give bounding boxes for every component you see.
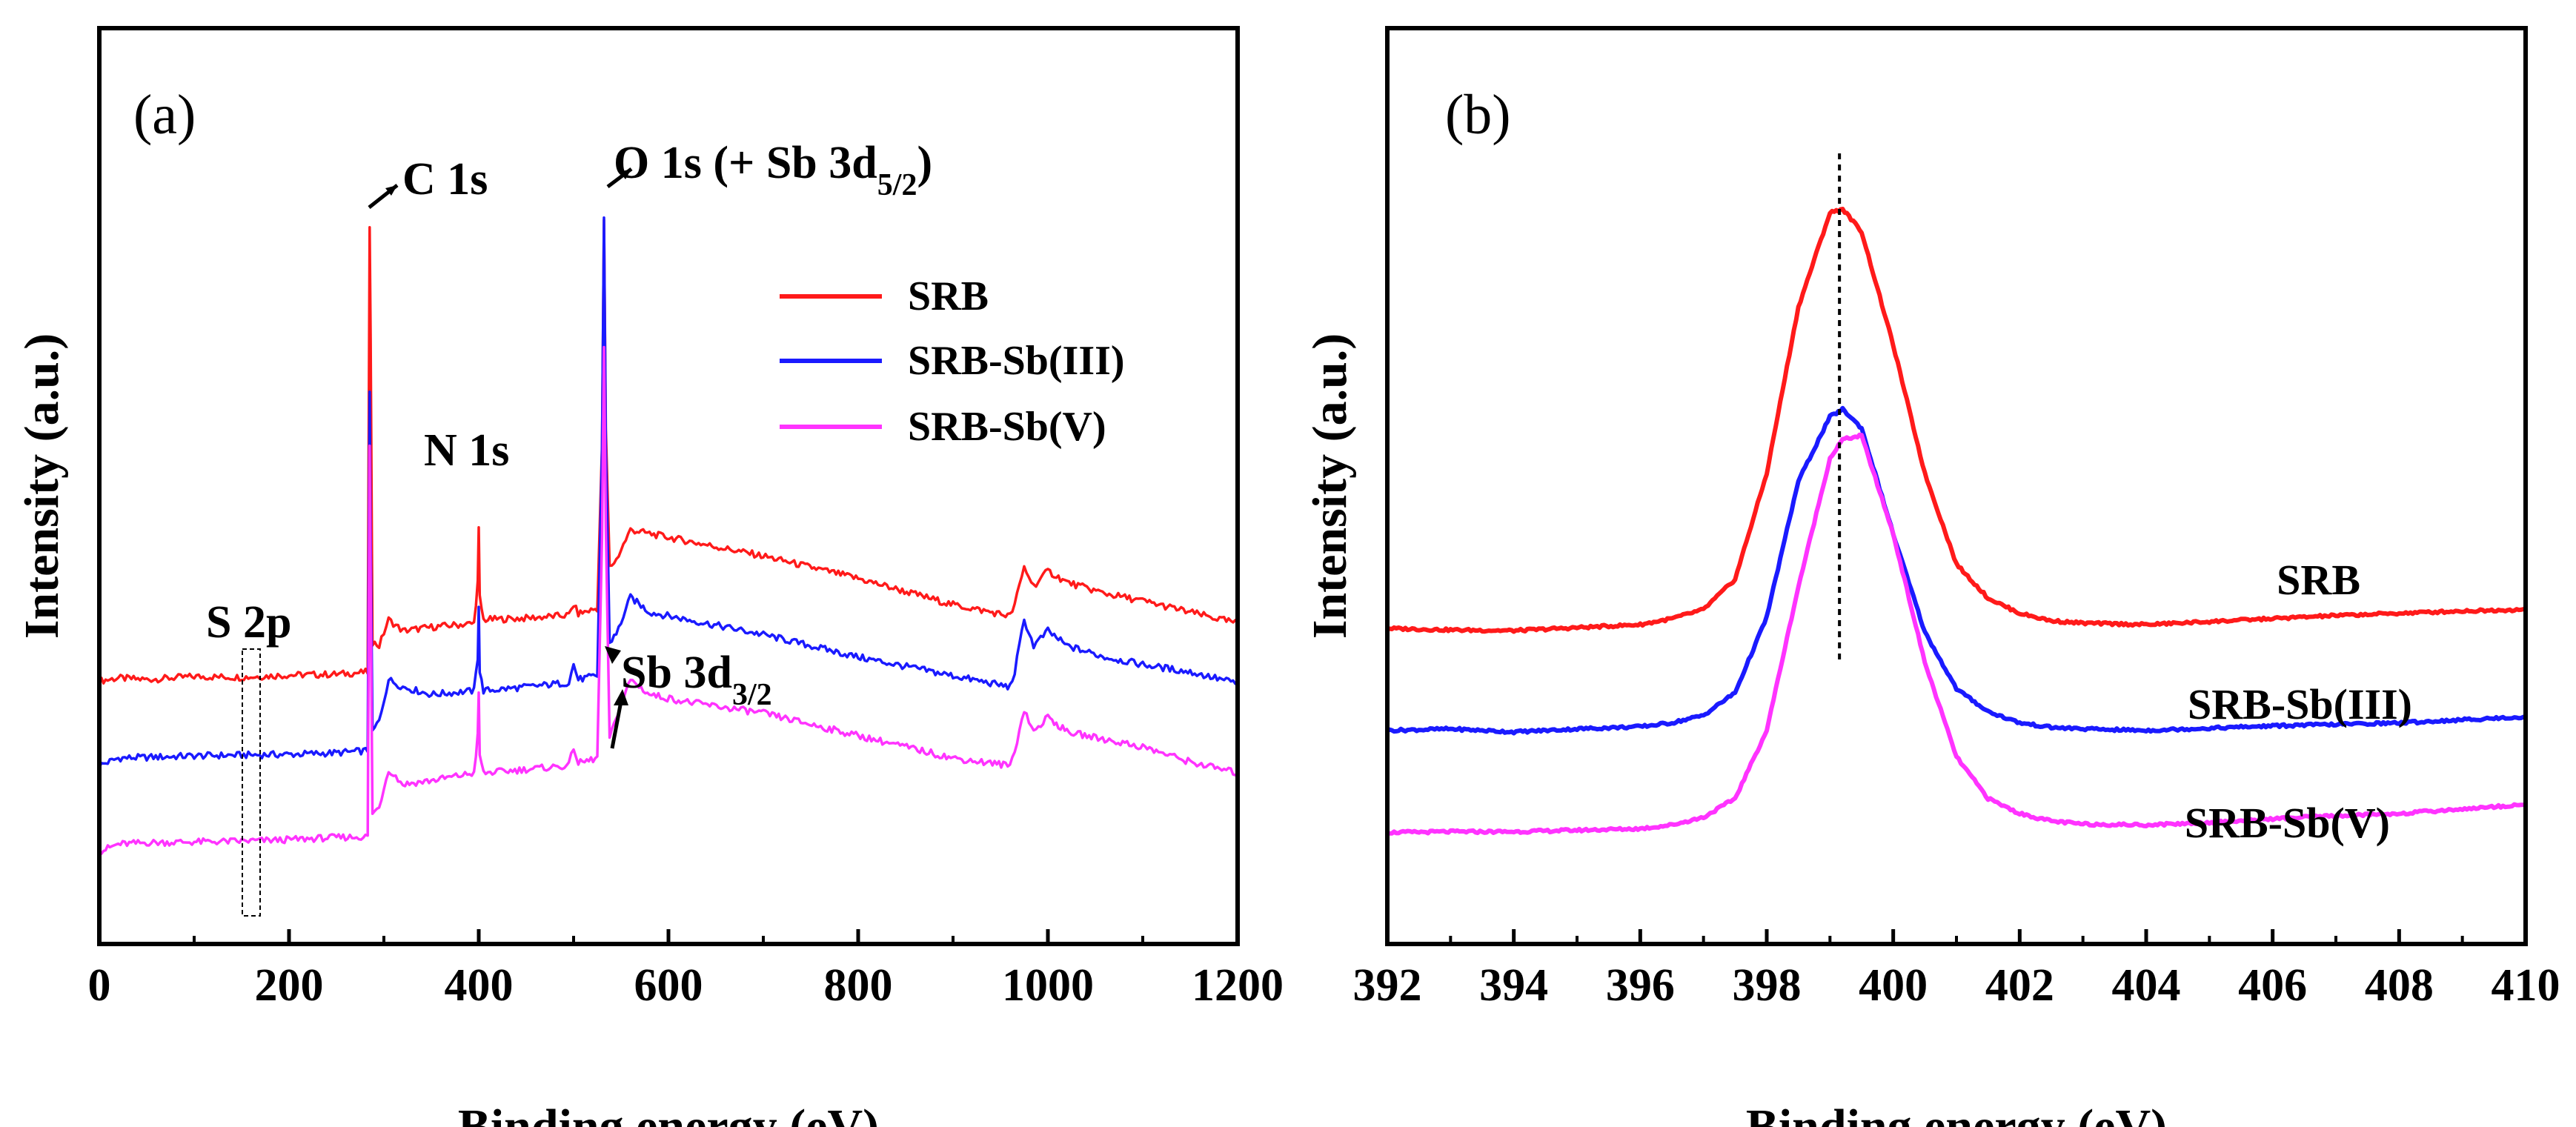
x-tick-label: 200 xyxy=(255,960,324,1011)
x-tick-label: 410 xyxy=(2492,960,2560,1011)
series-line-srb xyxy=(1387,207,2526,634)
series-line-srb xyxy=(98,219,1239,685)
series-label-srb-sb-iii: SRB-Sb(III) xyxy=(2188,680,2412,728)
x-tick-label: 394 xyxy=(1479,960,1548,1011)
legend-entry-srb-sb-v: SRB-Sb(V) xyxy=(908,404,1106,450)
panel-a-xlabel: Binding energy (eV) xyxy=(458,1100,879,1127)
o1s-arrowhead xyxy=(620,169,631,179)
x-tick-label: 408 xyxy=(2365,960,2434,1011)
panel-b-label: (b) xyxy=(1445,84,1511,146)
annotation-sb3d: Sb 3d3/2 xyxy=(621,648,772,712)
panel-b-ticks: 392 394 396 398 400 402 404 406 408 410 xyxy=(1353,929,2560,1011)
series-line-srb-sb-v xyxy=(1387,432,2526,837)
panel-b: 392 394 396 398 400 402 404 406 408 410 (b) Bindi… xyxy=(1303,26,2560,1127)
x-tick-label: 392 xyxy=(1353,960,1422,1011)
sb3d-arrowhead-left xyxy=(605,646,621,664)
legend-entry-srb-sb-iii: SRB-Sb(III) xyxy=(908,338,1125,384)
c1s-arrowhead xyxy=(385,185,397,196)
panel-b-xlabel: Binding energy (eV) xyxy=(1746,1100,2167,1127)
x-tick-label: 402 xyxy=(1985,960,2054,1011)
sb3d-arrowhead-up xyxy=(614,689,628,705)
panel-a-ticks: 0 200 400 600 800 1000 1200 xyxy=(88,929,1284,1011)
annotations: C 1s O 1s (+ Sb 3d5/2) N 1s S 2p Sb 3d3/… xyxy=(206,138,932,917)
panel-b-series xyxy=(1386,207,2526,837)
annotation-s2p: S 2p xyxy=(206,597,291,648)
x-tick-label: 398 xyxy=(1733,960,1802,1011)
x-tick-label: 800 xyxy=(824,960,893,1011)
panel-b-ylabel: Intensity (a.u.) xyxy=(1303,333,1357,639)
s2p-region-box xyxy=(242,648,261,917)
legend-entry-srb: SRB xyxy=(908,273,989,319)
annotation-n1s: N 1s xyxy=(424,425,509,476)
series-label-srb: SRB xyxy=(2277,556,2360,604)
x-tick-label: 400 xyxy=(1859,960,1928,1011)
x-tick-label: 404 xyxy=(2112,960,2181,1011)
x-tick-label: 0 xyxy=(88,960,111,1011)
x-tick-label: 600 xyxy=(634,960,703,1011)
series-line-srb-sb-iii xyxy=(1386,405,2526,736)
x-tick-label: 406 xyxy=(2238,960,2307,1011)
panel-a-label: (a) xyxy=(133,84,196,146)
x-tick-label: 1000 xyxy=(1002,960,1094,1011)
series-line-srb-sb-v xyxy=(99,345,1239,857)
x-tick-label: 400 xyxy=(445,960,514,1011)
panel-a-series xyxy=(98,216,1239,857)
panel-a-ylabel: Intensity (a.u.) xyxy=(15,333,69,639)
x-tick-label: 396 xyxy=(1606,960,1675,1011)
series-label-srb-sb-v: SRB-Sb(V) xyxy=(2185,799,2390,847)
annotation-c1s: C 1s xyxy=(402,154,488,205)
panel-a: 0 200 400 600 800 1000 1200 (a) Binding energy… xyxy=(15,26,1284,1127)
x-tick-label: 1200 xyxy=(1192,960,1284,1011)
annotation-o1s: O 1s (+ Sb 3d5/2) xyxy=(614,138,932,202)
series-line-srb-sb-iii xyxy=(98,216,1238,768)
legend: SRB SRB-Sb(III) SRB-Sb(V) xyxy=(780,273,1125,450)
